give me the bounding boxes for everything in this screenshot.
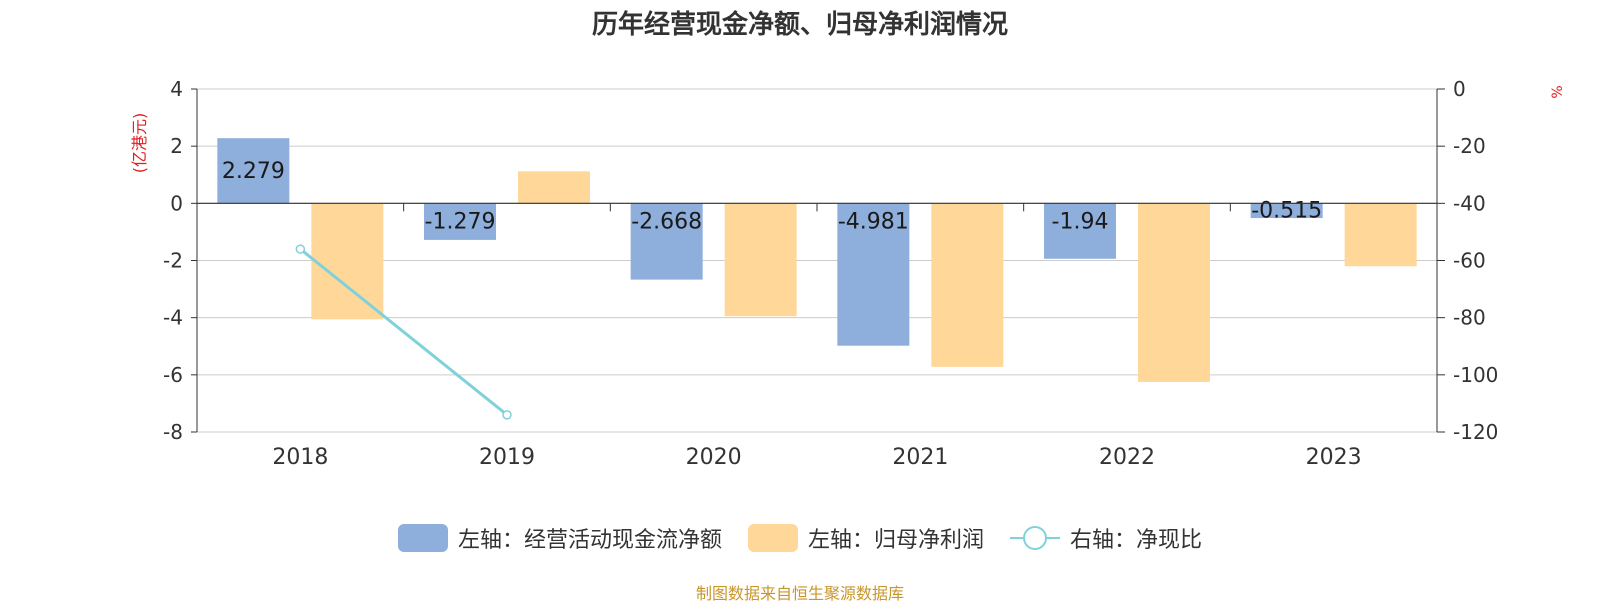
data-source-note: 制图数据来自恒生聚源数据库: [695, 584, 904, 603]
right-axis-tick-label: -100: [1453, 363, 1498, 387]
bar-operating-cashflow: [1250, 203, 1323, 219]
right-axis-tick-label: -60: [1453, 249, 1486, 273]
legend-label-operating-cashflow: 左轴：经营活动现金流净额: [457, 528, 722, 553]
line-point-cash-ratio: [502, 410, 512, 420]
right-axis-tick-label: -20: [1453, 134, 1486, 158]
right-axis-tick-label: -80: [1453, 306, 1486, 330]
left-axis-tick-label: 4: [170, 77, 183, 101]
legend-item-net-profit[interactable]: 左轴：归母净利润: [747, 522, 984, 554]
legend: 左轴：经营活动现金流净额 左轴：归母净利润 右轴：净现比: [0, 522, 1600, 554]
left-axis-tick-label: -8: [163, 420, 183, 444]
bar-net-profit: [1138, 203, 1210, 382]
bar-net-profit: [724, 203, 797, 317]
bar-net-profit: [518, 171, 590, 204]
bar-net-profit: [311, 203, 384, 320]
bar-operating-cashflow: [217, 138, 290, 204]
bar-operating-cashflow: [837, 203, 910, 346]
bar-data-label: -2.668: [631, 209, 702, 234]
line-cash-ratio: [299, 247, 508, 417]
chart-plot: 420-2-4-6-80-20-40-60-80-100-1202.279-1.…: [163, 77, 1498, 470]
x-axis-tick-label: 2020: [686, 445, 742, 470]
legend-swatch-net-profit: [747, 524, 798, 552]
left-axis-tick-label: -6: [163, 363, 183, 387]
bar-operating-cashflow: [630, 203, 703, 280]
right-axis-tick-label: -40: [1453, 191, 1486, 215]
left-axis-tick-label: 2: [170, 134, 183, 158]
x-axis-tick-label: 2022: [1099, 445, 1155, 470]
x-axis-tick-label: 2021: [892, 445, 948, 470]
right-axis-tick-label: -120: [1453, 420, 1498, 444]
x-axis-tick-label: 2023: [1306, 445, 1362, 470]
left-axis-tick-label: -2: [163, 249, 183, 273]
x-axis-tick-label: 2019: [479, 445, 535, 470]
bar-net-profit: [931, 203, 1004, 367]
legend-swatch-operating-cashflow: [397, 524, 448, 552]
bar-data-label: -1.279: [425, 209, 496, 234]
line-point-cash-ratio: [295, 244, 306, 254]
bar-operating-cashflow: [1044, 203, 1116, 259]
right-axis-tick-label: 0: [1453, 77, 1466, 101]
legend-label-net-profit: 左轴：归母净利润: [807, 528, 984, 553]
legend-item-cash-ratio[interactable]: 右轴：净现比: [1010, 522, 1202, 554]
left-axis-tick-label: 0: [170, 191, 183, 215]
bar-data-label: -1.94: [1052, 209, 1109, 234]
bar-data-label: 2.279: [222, 159, 285, 184]
bar-operating-cashflow: [424, 203, 496, 240]
left-axis-tick-label: -4: [163, 306, 183, 330]
chart-title: 历年经营现金净额、归母净利润情况: [591, 10, 1008, 40]
legend-label-cash-ratio: 右轴：净现比: [1070, 528, 1203, 553]
legend-item-operating-cashflow[interactable]: 左轴：经营活动现金流净额: [397, 522, 722, 554]
bar-net-profit: [1344, 203, 1417, 267]
x-axis-tick-label: 2018: [272, 445, 328, 470]
bar-data-label: -4.981: [838, 209, 909, 234]
bar-data-label: -0.515: [1251, 199, 1322, 224]
legend-swatch-cash-ratio: [1010, 524, 1060, 552]
